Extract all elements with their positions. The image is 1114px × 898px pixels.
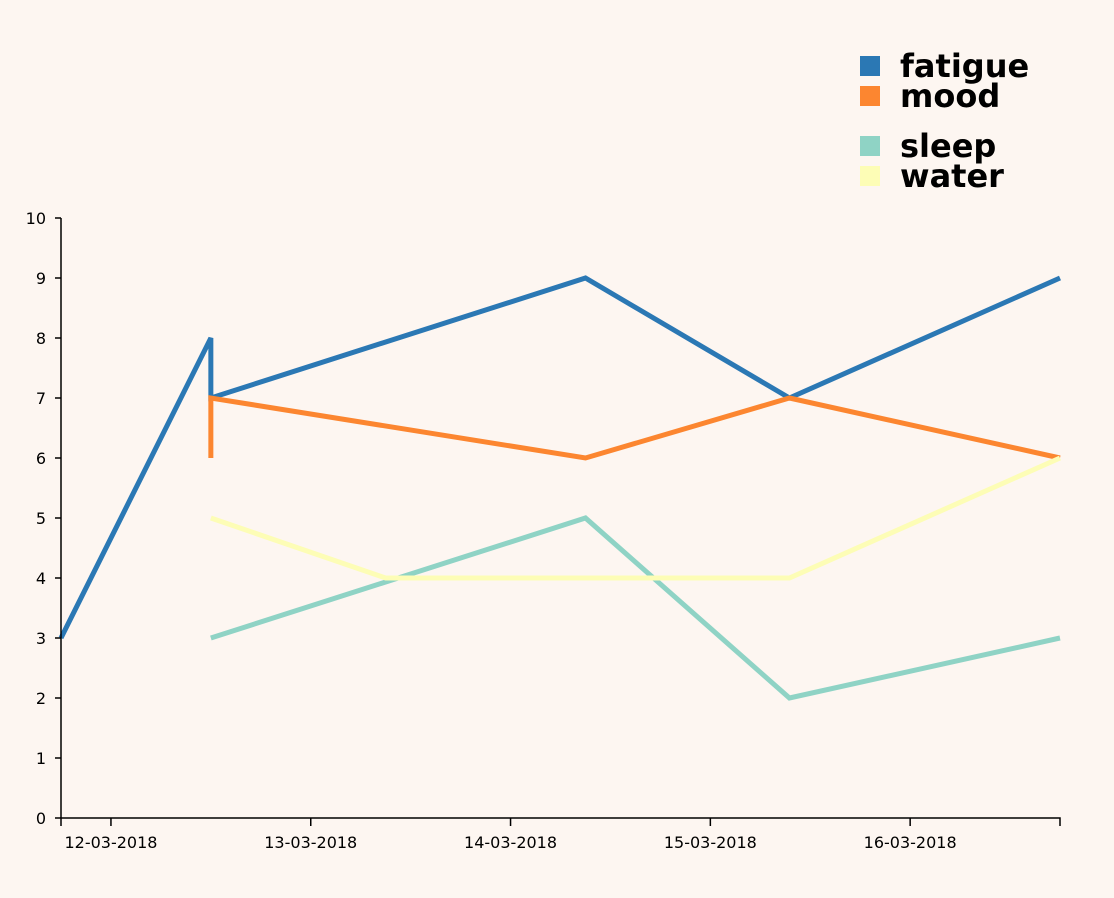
x-tick-label: 15-03-2018	[664, 833, 757, 852]
y-tick-label: 0	[36, 809, 46, 828]
legend-label-mood: mood	[900, 77, 1000, 115]
y-tick-label: 8	[36, 329, 46, 348]
series-line-water	[210, 455, 1062, 581]
legend-label-water: water	[900, 157, 1004, 195]
y-tick-label: 3	[36, 629, 46, 648]
x-tick-label: 13-03-2018	[264, 833, 357, 852]
y-tick-label: 6	[36, 449, 46, 468]
x-axis-line	[60, 817, 1061, 826]
x-tick-label: 12-03-2018	[64, 833, 157, 852]
x-tick-label: 14-03-2018	[464, 833, 557, 852]
y-tick-label: 1	[36, 749, 46, 768]
series-layer	[58, 275, 1062, 701]
legend-swatch-mood	[860, 86, 880, 106]
legend-label-fatigue: fatigue	[900, 47, 1029, 85]
x-axis: 12-03-2018 13-03-2018 14-03-2018 15-03-2018…	[60, 817, 1061, 852]
legend-swatch-sleep	[860, 136, 880, 156]
y-tick-label: 7	[36, 389, 46, 408]
x-tick-label: 16-03-2018	[864, 833, 957, 852]
y-tick-label: 5	[36, 509, 46, 528]
legend-swatch-water	[860, 166, 880, 186]
series-line-sleep	[210, 515, 1061, 701]
y-tick-label: 4	[36, 569, 46, 588]
y-tick-label: 9	[36, 269, 46, 288]
legend-label-sleep: sleep	[900, 127, 996, 165]
series-line-fatigue	[58, 275, 1062, 640]
y-tick-label: 2	[36, 689, 46, 708]
series-line-mood	[208, 395, 1061, 461]
legend-swatch-fatigue	[860, 56, 880, 76]
y-axis: 0 1 2 3 4 5 6 7 8 9 10	[26, 209, 62, 828]
y-tick-label: 10	[26, 209, 46, 228]
